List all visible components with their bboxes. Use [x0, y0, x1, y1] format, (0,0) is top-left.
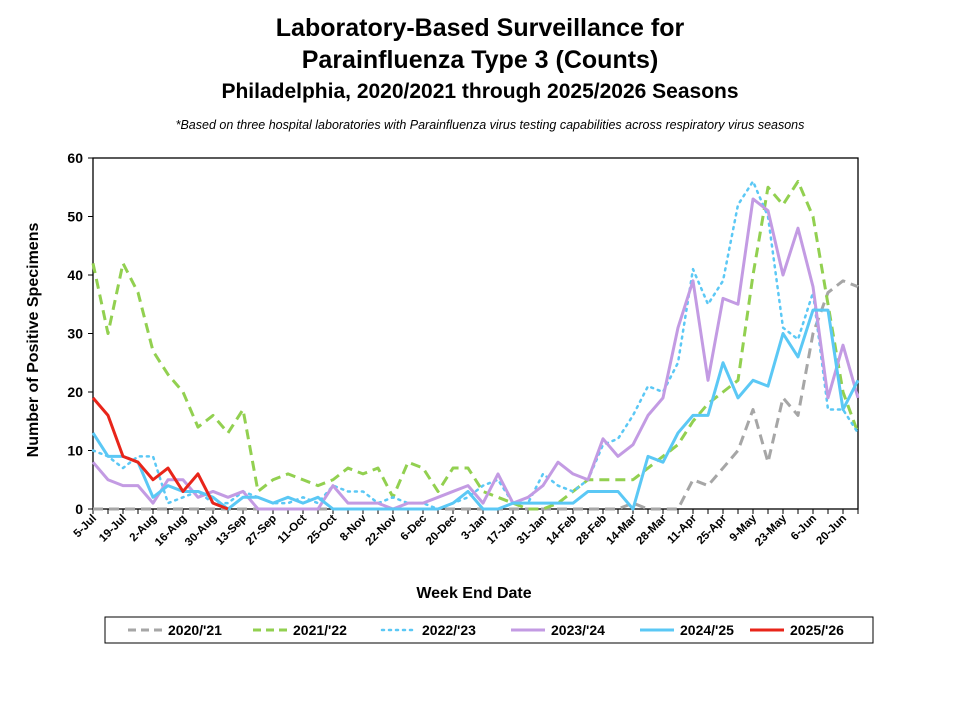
x-tick-label: 19-Jul	[97, 513, 129, 545]
x-tick-label: 17-Jan	[485, 513, 519, 547]
x-tick-label: 30-Aug	[183, 513, 219, 549]
x-tick-label: 27-Sep	[244, 513, 279, 548]
legend-label: 2020/'21	[168, 622, 222, 638]
y-tick-label: 60	[67, 150, 83, 166]
x-tick-label: 14-Feb	[544, 513, 579, 548]
chart-subtitle: Philadelphia, 2020/2021 through 2025/202…	[221, 80, 739, 103]
x-tick-label: 13-Sep	[214, 513, 249, 548]
y-tick-label: 40	[67, 267, 83, 283]
legend-label: 2024/'25	[680, 622, 734, 638]
x-axis-label: Week End Date	[416, 585, 531, 602]
x-tick-label: 31-Jan	[515, 513, 549, 547]
x-tick-label: 20-Jun	[814, 513, 849, 548]
x-tick-label: 20-Dec	[424, 512, 460, 548]
chart-note: *Based on three hospital laboratories wi…	[175, 118, 805, 132]
legend-label: 2022/'23	[422, 622, 476, 638]
series-line-3	[91, 197, 860, 511]
x-tick-label: 14-Mar	[604, 512, 639, 547]
legend	[104, 616, 874, 644]
x-tick-label: 25-Apr	[695, 512, 730, 547]
x-tick-label: 25-Oct	[305, 513, 339, 547]
series-line-0	[93, 279, 859, 511]
y-tick-label: 50	[67, 209, 83, 225]
chart-title: Laboratory-Based Surveillance for	[275, 14, 685, 42]
x-tick-label: 28-Mar	[634, 512, 669, 547]
chart-title-line2: Parainfluenza Type 3 (Counts)	[301, 46, 659, 74]
series-line-4	[91, 308, 860, 511]
x-tick-label: 22-Nov	[364, 512, 400, 548]
x-tick-label: 28-Feb	[574, 513, 609, 548]
legend-label: 2023/'24	[551, 622, 605, 638]
x-tick-label: 11-Apr	[665, 512, 699, 546]
legend-label: 2021/'22	[293, 622, 347, 638]
y-tick-label: 30	[67, 326, 83, 342]
y-tick-label: 20	[67, 384, 83, 400]
y-tick-label: 10	[67, 443, 83, 459]
series-line-5	[91, 396, 229, 511]
x-tick-label: 23-May	[753, 512, 789, 548]
y-tick-label: 0	[75, 501, 83, 517]
y-axis-label: Number of Positive Specimens	[25, 223, 42, 458]
x-tick-label: 16-Aug	[153, 513, 189, 549]
legend-label: 2025/'26	[790, 622, 844, 638]
x-tick-label: 11-Oct	[276, 513, 309, 546]
series-line-1	[91, 179, 860, 511]
